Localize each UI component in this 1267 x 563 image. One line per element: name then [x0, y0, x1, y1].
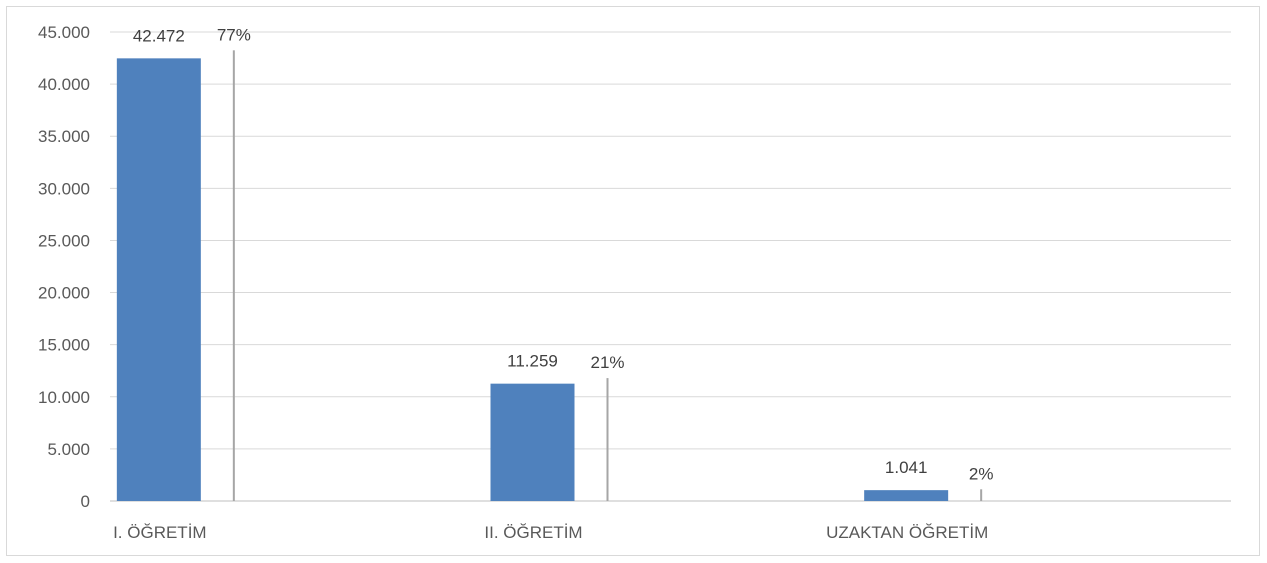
y-tick-label: 20.000 — [38, 284, 90, 303]
percent-bar — [606, 378, 609, 501]
percent-value-label: 77% — [217, 25, 251, 44]
y-tick-label: 5.000 — [47, 440, 90, 459]
bar-value-label: 11.259 — [507, 352, 558, 371]
y-tick-label: 10.000 — [38, 388, 90, 407]
bar — [116, 58, 201, 501]
bars: 42.472 77% 11.259 21% 1.041 2% — [116, 25, 994, 502]
x-tick-label: UZAKTAN ÖĞRETİM — [826, 523, 988, 542]
bar-value-label: 42.472 — [133, 26, 185, 45]
bar — [490, 383, 575, 501]
y-tick-label: 15.000 — [38, 336, 90, 355]
chart-frame — [6, 6, 1260, 556]
y-tick-label: 0 — [81, 492, 90, 511]
x-tick-label: I. ÖĞRETİM — [113, 523, 207, 542]
bar — [864, 490, 949, 501]
y-axis-ticks: 0 5.000 10.000 15.000 20.000 25.000 30.000 35.0… — [38, 23, 90, 511]
percent-value-label: 21% — [590, 353, 624, 372]
x-tick-label: II. ÖĞRETİM — [484, 523, 582, 542]
percent-bar — [232, 50, 235, 502]
x-axis-ticks: I. ÖĞRETİM II. ÖĞRETİM UZAKTAN ÖĞRETİM — [113, 523, 988, 542]
bar-value-label: 1.041 — [885, 458, 928, 477]
percent-value-label: 2% — [969, 464, 994, 483]
y-tick-label: 30.000 — [38, 179, 90, 198]
gridlines — [110, 31, 1231, 502]
y-tick-label: 25.000 — [38, 231, 90, 250]
y-tick-label: 40.000 — [38, 75, 90, 94]
percent-bar — [980, 489, 983, 501]
y-tick-label: 35.000 — [38, 127, 90, 146]
y-tick-label: 45.000 — [38, 23, 90, 42]
